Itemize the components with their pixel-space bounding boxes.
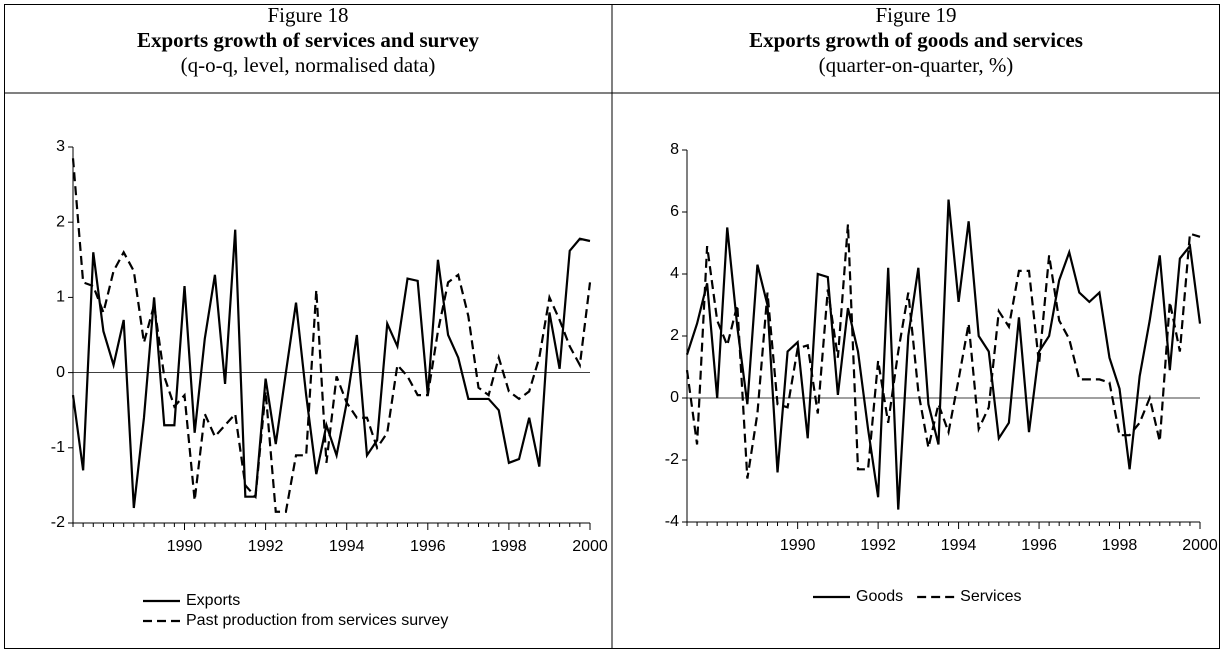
series-line <box>71 229 591 509</box>
legend-label: Goods <box>856 588 903 605</box>
x-tick-label: 1994 <box>329 538 365 555</box>
y-tick-label: 1 <box>56 289 65 306</box>
y-tick-label: 4 <box>670 265 679 282</box>
series-line <box>685 199 1202 510</box>
y-tick-label: 2 <box>670 327 679 344</box>
y-tick-label: -2 <box>665 451 679 468</box>
figure-subtitle: (quarter-on-quarter, %) <box>819 53 1014 77</box>
x-tick-label: 1994 <box>941 537 977 554</box>
x-tick-label: 1992 <box>860 537 896 554</box>
x-tick-label: 1992 <box>248 538 284 555</box>
x-tick-label: 2000 <box>1182 537 1218 554</box>
y-tick-label: 2 <box>56 213 65 230</box>
y-tick-label: 3 <box>56 138 65 155</box>
x-tick-label: 1990 <box>780 537 816 554</box>
y-tick-label: 6 <box>670 203 679 220</box>
legend-label: Services <box>960 588 1021 605</box>
x-tick-label: 1996 <box>1021 537 1057 554</box>
y-tick-label: 0 <box>56 364 65 381</box>
figure-label: Figure 19 <box>875 3 956 27</box>
x-tick-label: 1990 <box>167 538 203 555</box>
y-tick-label: -1 <box>51 439 65 456</box>
legend-label: Exports <box>186 592 240 609</box>
x-tick-label: 1998 <box>1102 537 1138 554</box>
figure-label: Figure 18 <box>267 3 348 27</box>
x-tick-label: 1996 <box>410 538 446 555</box>
series-line <box>685 224 1201 479</box>
series-line <box>71 158 592 513</box>
legend-label: Past production from services survey <box>186 612 448 629</box>
x-tick-label: 2000 <box>572 538 608 555</box>
x-tick-label: 1998 <box>491 538 527 555</box>
y-tick-label: 8 <box>670 141 679 158</box>
figure-title: Exports growth of goods and services <box>749 28 1083 52</box>
figure-subtitle: (q-o-q, level, normalised data) <box>181 53 436 77</box>
y-tick-label: 0 <box>670 389 679 406</box>
figure-title: Exports growth of services and survey <box>137 28 480 52</box>
y-tick-label: -2 <box>51 514 65 531</box>
y-tick-label: -4 <box>665 513 679 530</box>
